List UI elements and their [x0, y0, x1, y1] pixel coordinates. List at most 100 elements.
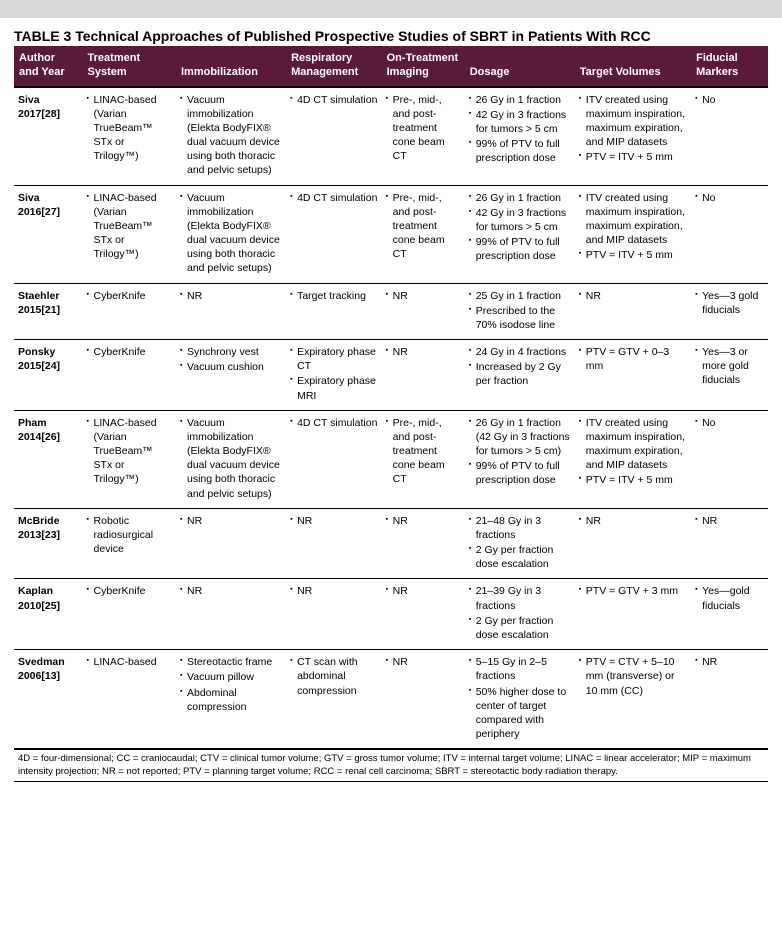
cell-item: LINAC-based (Varian TrueBeam™ STx or Tri…: [87, 191, 172, 262]
table-title-text: Technical Approaches of Published Prospe…: [75, 28, 651, 44]
author-cell: Ponsky 2015[24]: [14, 340, 83, 411]
cell-item: 2 Gy per fraction dose escalation: [469, 543, 571, 571]
col-header-6: Target Volumes: [575, 46, 691, 87]
cell-item: LINAC-based: [87, 655, 172, 669]
table-row: Staehler 2015[21]CyberKnifeNRTarget trac…: [14, 283, 768, 340]
cell-item: Vacuum cushion: [180, 360, 282, 374]
immobilization-cell: Vacuum immobilization (Elekta BodyFIX® d…: [176, 87, 286, 186]
target-cell: PTV = GTV + 0–3 mm: [575, 340, 691, 411]
cell-item: NR: [180, 584, 282, 598]
imaging-cell: NR: [382, 340, 465, 411]
immobilization-cell: Stereotactic frameVacuum pillowAbdominal…: [176, 650, 286, 750]
respiratory-cell: Expiratory phase CTExpiratory phase MRI: [286, 340, 382, 411]
cell-item: No: [695, 93, 764, 107]
fiducial-cell: No: [691, 87, 768, 186]
target-cell: NR: [575, 508, 691, 579]
cell-item: 25 Gy in 1 fraction: [469, 289, 571, 303]
cell-item: 2 Gy per fraction dose escalation: [469, 614, 571, 642]
cell-item: ITV created using maximum inspiration, m…: [579, 93, 687, 150]
col-header-2: Immobilization: [176, 46, 286, 87]
cell-item: Pre-, mid-, and post-treatment cone beam…: [386, 416, 461, 487]
cell-item: ITV created using maximum inspiration, m…: [579, 191, 687, 248]
system-cell: LINAC-based (Varian TrueBeam™ STx or Tri…: [83, 410, 176, 508]
cell-item: LINAC-based (Varian TrueBeam™ STx or Tri…: [87, 93, 172, 164]
immobilization-cell: NR: [176, 283, 286, 340]
cell-item: NR: [386, 655, 461, 669]
cell-item: Vacuum pillow: [180, 670, 282, 684]
immobilization-cell: NR: [176, 508, 286, 579]
fiducial-cell: Yes—gold fiducials: [691, 579, 768, 650]
author-cell: Siva 2016[27]: [14, 185, 83, 283]
table-row: McBride 2013[23]Robotic radiosurgical de…: [14, 508, 768, 579]
dosage-cell: 24 Gy in 4 fractionsIncreased by 2 Gy pe…: [465, 340, 575, 411]
cell-item: PTV = ITV + 5 mm: [579, 473, 687, 487]
cell-item: PTV = CTV + 5–10 mm (transverse) or 10 m…: [579, 655, 687, 698]
author-cell: Pham 2014[26]: [14, 410, 83, 508]
dosage-cell: 26 Gy in 1 fraction42 Gy in 3 fractions …: [465, 185, 575, 283]
dosage-cell: 26 Gy in 1 fraction (42 Gy in 3 fraction…: [465, 410, 575, 508]
dosage-cell: 21–39 Gy in 3 fractions2 Gy per fraction…: [465, 579, 575, 650]
col-header-4: On-Treatment Imaging: [382, 46, 465, 87]
cell-item: No: [695, 191, 764, 205]
cell-item: 99% of PTV to full prescription dose: [469, 137, 571, 165]
col-header-7: Fiducial Markers: [691, 46, 768, 87]
respiratory-cell: 4D CT simulation: [286, 410, 382, 508]
respiratory-cell: 4D CT simulation: [286, 185, 382, 283]
cell-item: 4D CT simulation: [290, 191, 378, 205]
immobilization-cell: Vacuum immobilization (Elekta BodyFIX® d…: [176, 185, 286, 283]
target-cell: PTV = GTV + 3 mm: [575, 579, 691, 650]
cell-item: Expiratory phase CT: [290, 345, 378, 373]
respiratory-cell: 4D CT simulation: [286, 87, 382, 186]
target-cell: NR: [575, 283, 691, 340]
author-cell: Kaplan 2010[25]: [14, 579, 83, 650]
col-header-1: Treatment System: [83, 46, 176, 87]
cell-item: NR: [386, 584, 461, 598]
imaging-cell: NR: [382, 579, 465, 650]
table-row: Siva 2016[27]LINAC-based (Varian TrueBea…: [14, 185, 768, 283]
cell-item: 26 Gy in 1 fraction: [469, 191, 571, 205]
footnote: 4D = four-dimensional; CC = craniocaudal…: [14, 749, 768, 781]
target-cell: ITV created using maximum inspiration, m…: [575, 185, 691, 283]
cell-item: NR: [290, 584, 378, 598]
cell-item: NR: [579, 289, 687, 303]
table-head: Author and YearTreatment SystemImmobiliz…: [14, 46, 768, 87]
cell-item: 21–39 Gy in 3 fractions: [469, 584, 571, 612]
dosage-cell: 25 Gy in 1 fractionPrescribed to the 70%…: [465, 283, 575, 340]
immobilization-cell: NR: [176, 579, 286, 650]
table-row: Siva 2017[28]LINAC-based (Varian TrueBea…: [14, 87, 768, 186]
cell-item: PTV = GTV + 0–3 mm: [579, 345, 687, 373]
cell-item: Yes—3 or more gold fiducials: [695, 345, 764, 388]
cell-item: Vacuum immobilization (Elekta BodyFIX® d…: [180, 191, 282, 276]
system-cell: Robotic radiosurgical device: [83, 508, 176, 579]
fiducial-cell: NR: [691, 650, 768, 750]
cell-item: NR: [180, 514, 282, 528]
target-cell: ITV created using maximum inspiration, m…: [575, 87, 691, 186]
target-cell: ITV created using maximum inspiration, m…: [575, 410, 691, 508]
system-cell: LINAC-based: [83, 650, 176, 750]
system-cell: CyberKnife: [83, 579, 176, 650]
cell-item: 26 Gy in 1 fraction: [469, 93, 571, 107]
imaging-cell: Pre-, mid-, and post-treatment cone beam…: [382, 410, 465, 508]
dosage-cell: 5–15 Gy in 2–5 fractions50% higher dose …: [465, 650, 575, 750]
immobilization-cell: Synchrony vestVacuum cushion: [176, 340, 286, 411]
system-cell: CyberKnife: [83, 340, 176, 411]
fiducial-cell: No: [691, 410, 768, 508]
cell-item: PTV = ITV + 5 mm: [579, 150, 687, 164]
immobilization-cell: Vacuum immobilization (Elekta BodyFIX® d…: [176, 410, 286, 508]
cell-item: Stereotactic frame: [180, 655, 282, 669]
respiratory-cell: NR: [286, 579, 382, 650]
cell-item: 21–48 Gy in 3 fractions: [469, 514, 571, 542]
cell-item: NR: [695, 514, 764, 528]
cell-item: 4D CT simulation: [290, 416, 378, 430]
cell-item: NR: [180, 289, 282, 303]
cell-item: Target tracking: [290, 289, 378, 303]
cell-item: Synchrony vest: [180, 345, 282, 359]
cell-item: CT scan with abdominal compression: [290, 655, 378, 698]
imaging-cell: NR: [382, 650, 465, 750]
cell-item: 42 Gy in 3 fractions for tumors > 5 cm: [469, 108, 571, 136]
table-title: TABLE 3 Technical Approaches of Publishe…: [14, 24, 768, 46]
cell-item: 50% higher dose to center of target comp…: [469, 685, 571, 742]
cell-item: 24 Gy in 4 fractions: [469, 345, 571, 359]
fiducial-cell: NR: [691, 508, 768, 579]
cell-item: CyberKnife: [87, 584, 172, 598]
